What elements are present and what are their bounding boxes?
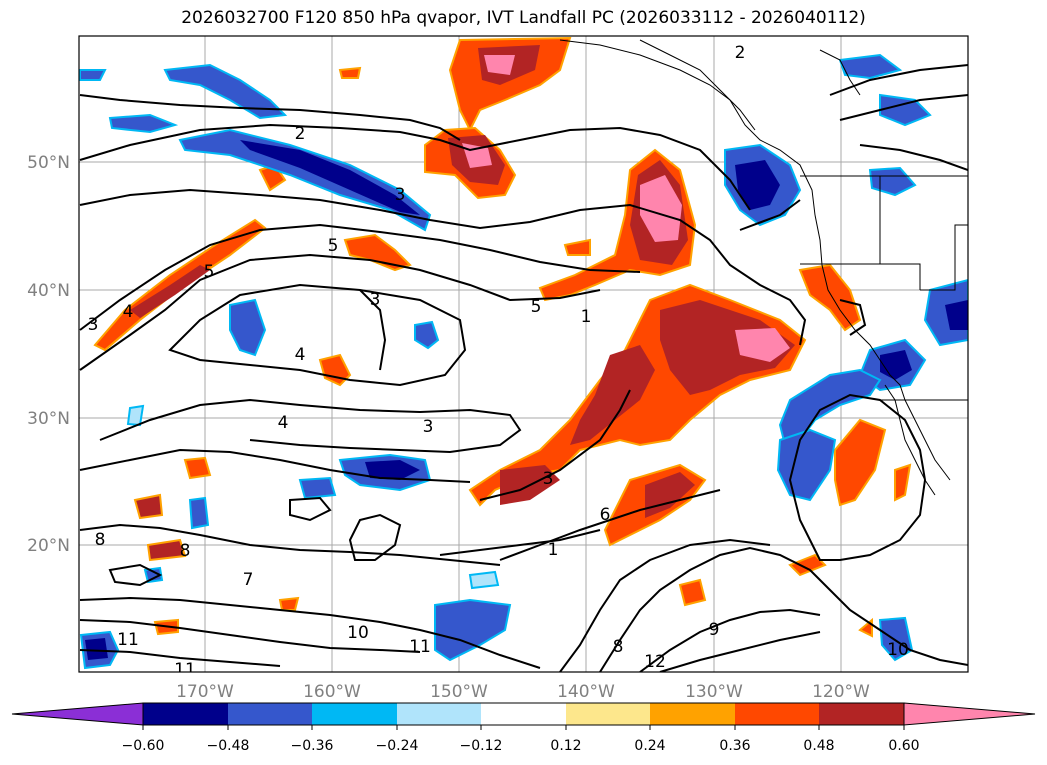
lat-label-20n: 20°N xyxy=(27,536,70,556)
contour-label: 4 xyxy=(278,413,289,433)
negative-anomaly-patches xyxy=(79,53,968,670)
colorbar-tick-label: 0.24 xyxy=(634,738,665,754)
colorbar-swatch xyxy=(228,703,312,725)
lon-label-120w: 120°W xyxy=(812,682,870,702)
contour-label: 5 xyxy=(531,297,542,317)
colorbar-swatch xyxy=(397,703,481,725)
colorbar-swatch xyxy=(481,703,566,725)
colorbar-tick-label: −0.24 xyxy=(376,738,419,754)
lon-label-150w: 150°W xyxy=(430,682,488,702)
contour-label: 12 xyxy=(644,652,666,672)
colorbar-tick-label: 0.48 xyxy=(803,738,834,754)
colorbar-tick-label: −0.12 xyxy=(460,738,503,754)
contour-label: 3 xyxy=(423,417,434,437)
colorbar-tick-label: 0.12 xyxy=(550,738,581,754)
contour-label: 2 xyxy=(295,124,306,144)
lat-label-30n: 30°N xyxy=(27,409,70,429)
lon-label-130w: 130°W xyxy=(685,682,743,702)
colorbar-tick-label: −0.60 xyxy=(122,738,165,754)
colorbar-tick-label: 0.36 xyxy=(719,738,750,754)
colorbar-min-extend xyxy=(11,702,144,726)
colorbar-swatch xyxy=(650,703,735,725)
contour-label: 4 xyxy=(123,302,134,322)
contour-label: 11 xyxy=(117,630,139,650)
contour-label: 1 xyxy=(548,540,559,560)
contour-label: 4 xyxy=(295,345,306,365)
colorbar: −0.60 −0.48 −0.36 −0.24 −0.12 0.12 0.24 … xyxy=(11,702,1036,754)
contour-label: 8 xyxy=(613,637,624,657)
contour-label: 3 xyxy=(395,185,406,205)
longitude-labels: 170°W 160°W 150°W 140°W 130°W 120°W xyxy=(176,682,870,702)
contour-label: 3 xyxy=(543,469,554,489)
contour-label: 2 xyxy=(735,43,746,63)
coastlines xyxy=(559,39,968,496)
contour-label: 3 xyxy=(370,290,381,310)
colorbar-swatch xyxy=(143,703,228,725)
contour-label: 10 xyxy=(887,640,909,660)
colorbar-max-extend xyxy=(903,702,1036,726)
map-panel: 2 3 5 4 5 3 4 3 4 3 5 1 3 6 1 8 9 10 11 … xyxy=(79,36,968,680)
contour-label: 5 xyxy=(328,236,339,256)
contour-label: 3 xyxy=(88,315,99,335)
lat-label-50n: 50°N xyxy=(27,153,70,173)
colorbar-swatch xyxy=(312,703,397,725)
lat-label-40n: 40°N xyxy=(27,281,70,301)
positive-anomaly-patches xyxy=(93,36,912,638)
colorbar-swatch xyxy=(566,703,650,725)
colorbar-tick-label: −0.36 xyxy=(291,738,334,754)
contour-label: 6 xyxy=(600,505,611,525)
map-title: 2026032700 F120 850 hPa qvapor, IVT Land… xyxy=(181,8,866,28)
contour-label: 8 xyxy=(180,541,191,561)
contour-label: 5 xyxy=(204,262,215,282)
contour-label: 1 xyxy=(581,307,592,327)
lon-label-140w: 140°W xyxy=(557,682,615,702)
lon-label-170w: 170°W xyxy=(176,682,234,702)
colorbar-tick-label: −0.48 xyxy=(207,738,250,754)
contour-lines xyxy=(79,64,968,672)
contour-label: 7 xyxy=(243,570,254,590)
contour-label: 11 xyxy=(174,660,196,680)
colorbar-swatch xyxy=(819,703,904,725)
lon-label-160w: 160°W xyxy=(303,682,361,702)
colorbar-tick-label: 0.60 xyxy=(888,738,919,754)
colorbar-outline xyxy=(142,702,905,726)
latitude-labels: 50°N 40°N 30°N 20°N xyxy=(27,153,70,556)
contour-labels: 2 3 5 4 5 3 4 3 4 3 5 1 3 6 1 8 9 10 11 … xyxy=(88,43,909,680)
contour-label: 9 xyxy=(709,620,720,640)
contour-label: 8 xyxy=(95,530,106,550)
contour-label: 11 xyxy=(409,637,431,657)
contour-label: 10 xyxy=(347,623,369,643)
map-frame xyxy=(78,35,969,673)
colorbar-swatch xyxy=(735,703,819,725)
